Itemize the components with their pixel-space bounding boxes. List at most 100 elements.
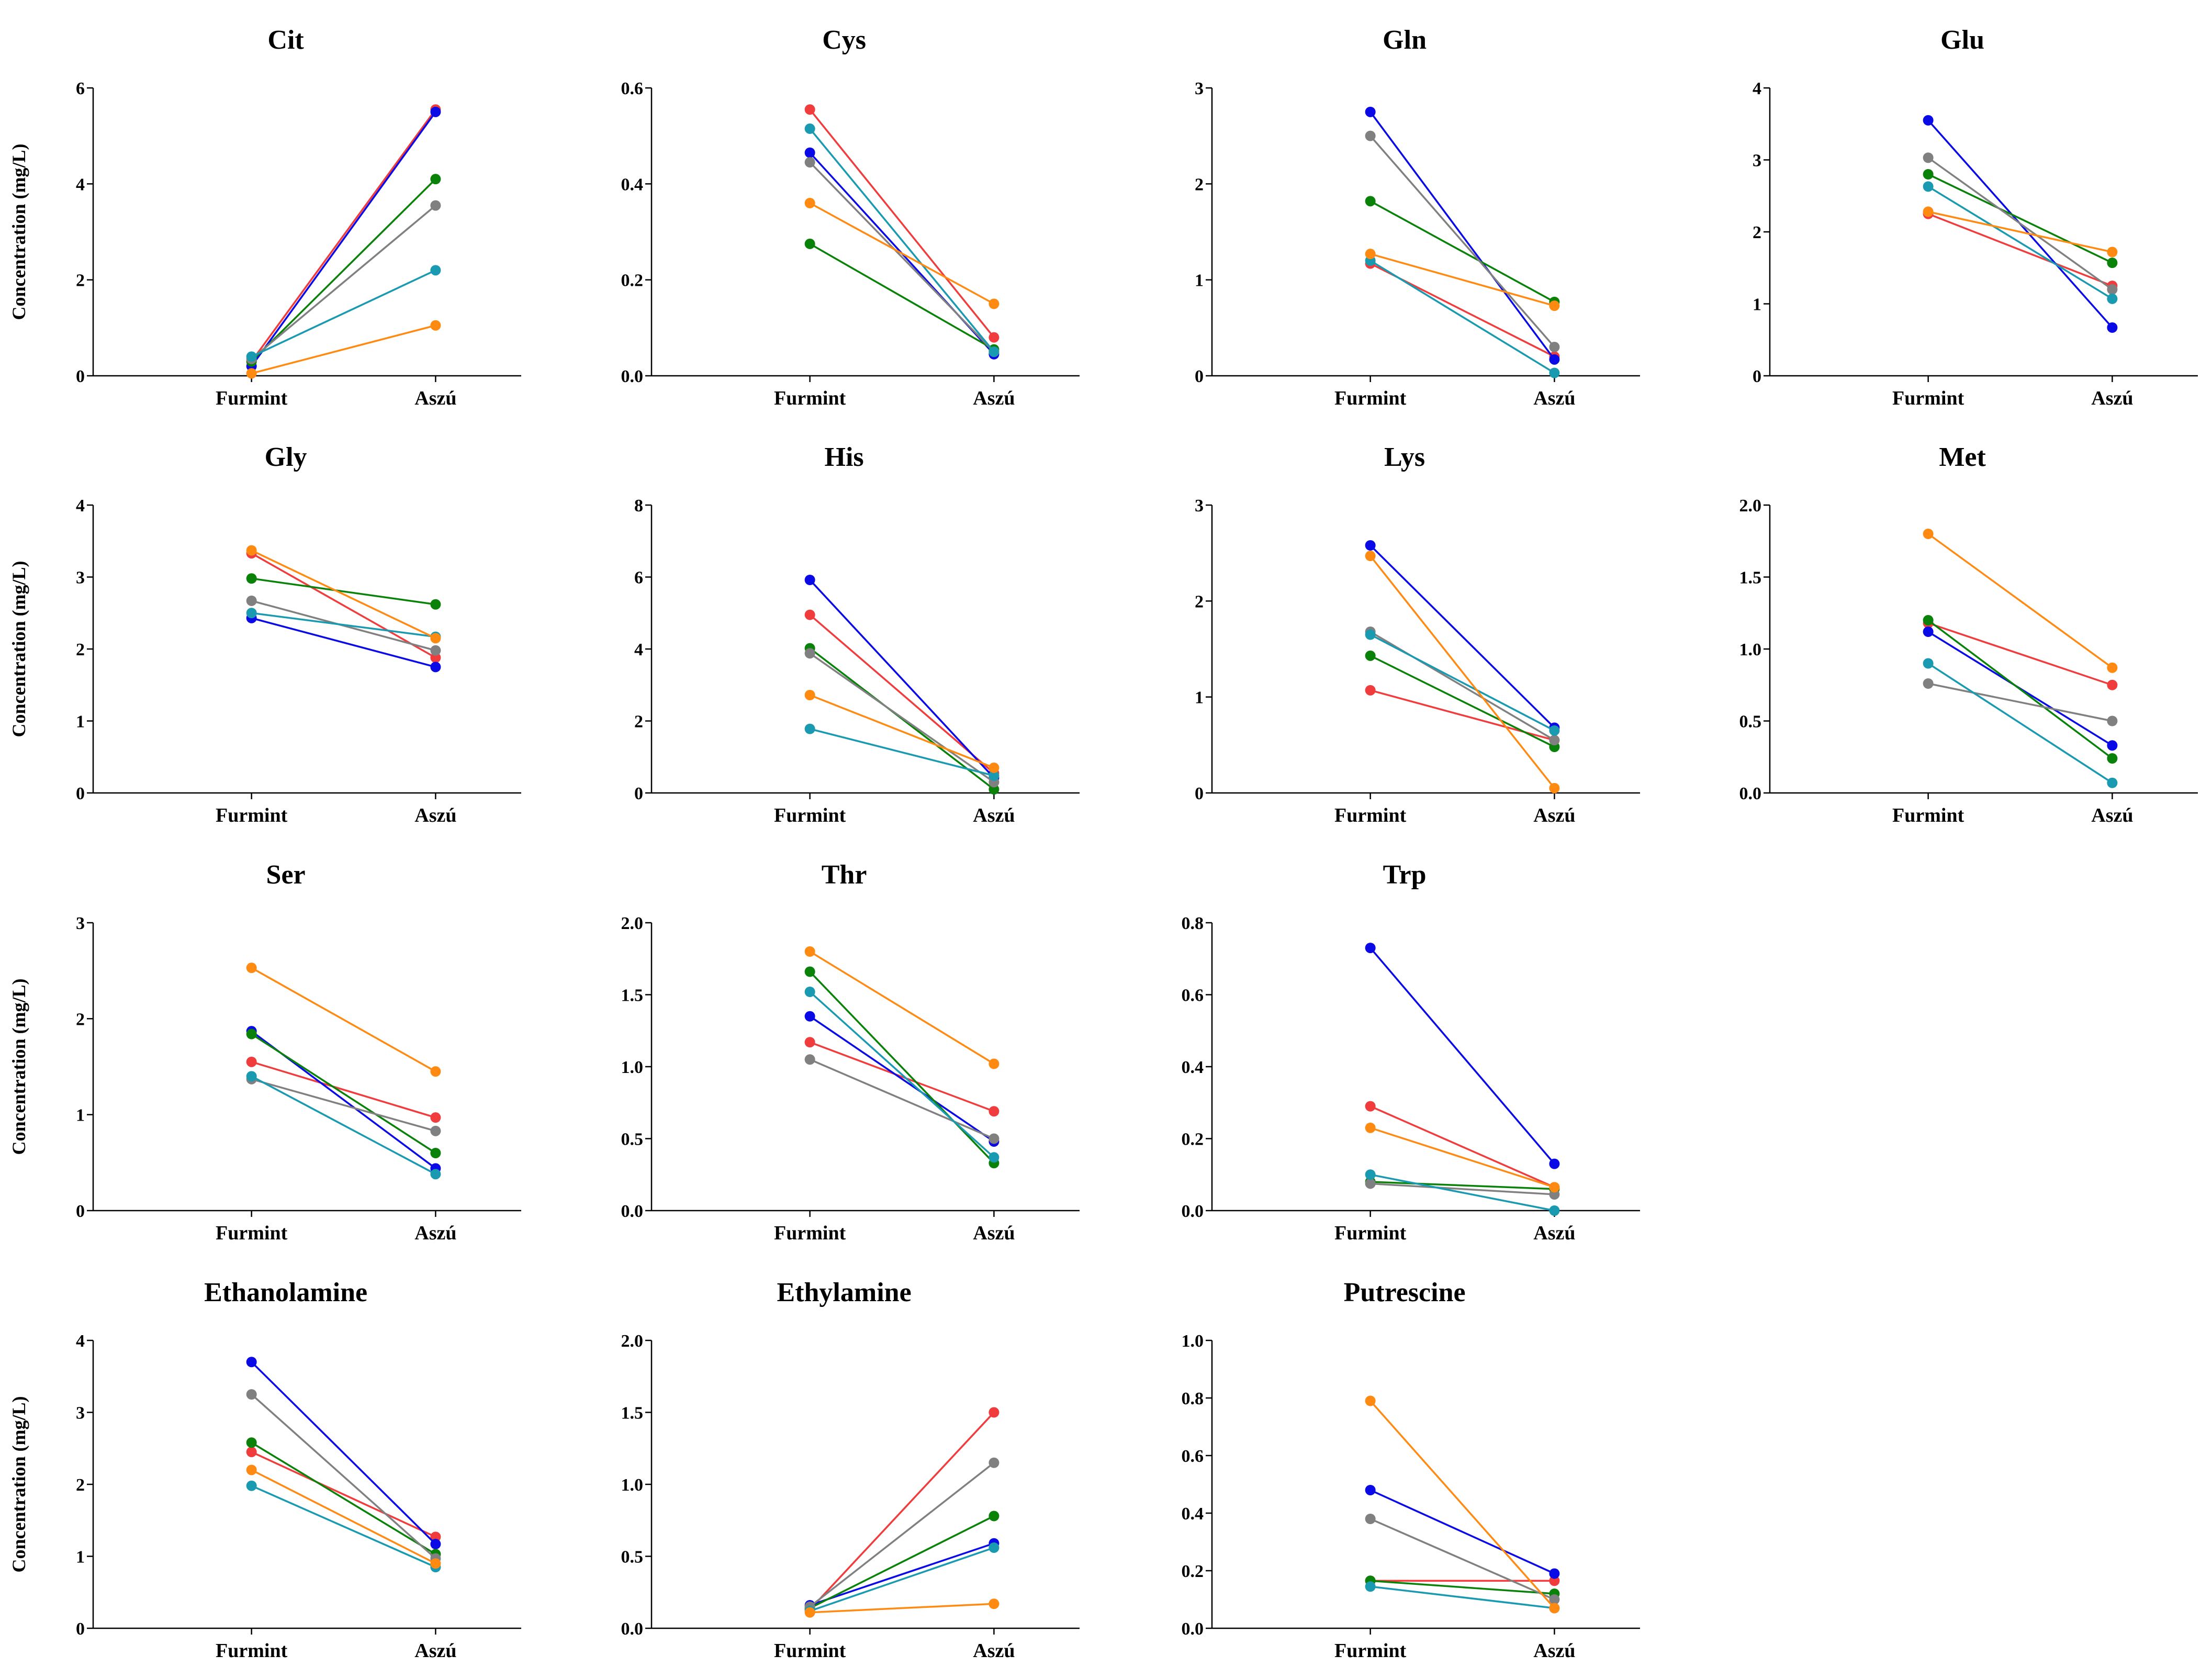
x-category-label: Furmint <box>1334 804 1407 826</box>
y-axis-label: Concentration (mg/L) <box>8 561 29 737</box>
y-tick-label: 0.0 <box>621 367 644 386</box>
series-line <box>809 1058 995 1140</box>
series-line <box>1370 1182 1555 1195</box>
data-point-furmint <box>246 351 257 362</box>
series-line <box>1369 1518 1555 1601</box>
y-tick-label: 0.5 <box>621 1548 644 1567</box>
y-tick-label: 0.4 <box>1182 1504 1204 1524</box>
series-line <box>251 617 436 668</box>
y-tick-label: 2 <box>76 640 85 659</box>
series-line <box>1369 947 1555 1165</box>
series-line <box>251 550 436 639</box>
data-point-furmint <box>804 946 815 957</box>
series-line <box>251 1075 436 1175</box>
chart-title: Cys <box>822 25 866 55</box>
series-line <box>1369 655 1555 748</box>
y-tick-label: 1 <box>76 1106 85 1125</box>
x-category-label: Furmint <box>216 1640 288 1662</box>
data-point-furmint <box>804 690 815 700</box>
series-line <box>251 1485 436 1568</box>
data-point-aszu <box>1549 1205 1560 1216</box>
data-point-furmint <box>246 1437 257 1448</box>
data-point-aszu <box>989 1542 1000 1553</box>
data-point-furmint <box>1365 249 1376 260</box>
y-tick-label: 4 <box>634 640 643 659</box>
y-tick-label: 3 <box>76 568 85 588</box>
series-line <box>809 161 995 353</box>
data-point-furmint <box>1923 658 1934 669</box>
chart-title: Lys <box>1384 442 1425 472</box>
data-point-furmint <box>804 1011 815 1022</box>
data-point-furmint <box>1923 678 1934 689</box>
series-line <box>251 1078 436 1132</box>
series-line <box>1370 1127 1555 1188</box>
chart-title: Putrescine <box>1344 1278 1466 1307</box>
x-category-label: Furmint <box>1334 1222 1407 1244</box>
x-category-label: Furmint <box>216 1222 288 1244</box>
y-tick-label: 0.6 <box>1182 1447 1204 1466</box>
y-tick-label: 1.0 <box>621 1058 644 1077</box>
series-line <box>1928 212 2113 287</box>
data-point-furmint <box>246 1447 257 1458</box>
data-point-furmint <box>804 238 815 249</box>
chart-panel: Lys 0 1 2 3 Furmint Aszú <box>1195 442 1640 826</box>
data-point-furmint <box>1365 629 1376 640</box>
data-point-aszu <box>2107 662 2118 673</box>
series-line <box>1369 555 1555 789</box>
data-point-furmint <box>804 1607 815 1618</box>
y-tick-label: 1.5 <box>621 1404 644 1423</box>
y-tick-label: 0.0 <box>1182 1202 1204 1221</box>
series-line <box>1927 156 2113 290</box>
y-tick-label: 1 <box>1195 271 1204 290</box>
data-point-furmint <box>1365 685 1376 696</box>
data-point-aszu <box>1549 1568 1560 1579</box>
chart-panel: Thr 0.0 0.5 1.0 1.5 2.0 Furmint Aszú <box>621 860 1080 1244</box>
y-tick-label: 2 <box>1195 175 1204 194</box>
chart-title: Ethanolamine <box>204 1278 367 1307</box>
data-point-furmint <box>246 1056 257 1067</box>
series-line <box>251 205 436 360</box>
chart-title: Cit <box>267 25 304 55</box>
series-line <box>809 202 995 305</box>
y-tick-label: 0.5 <box>621 1130 644 1149</box>
data-point-aszu <box>2107 715 2118 726</box>
chart-panel: Cit 0 2 4 6 Furmint Aszú Concentration (mg/L) <box>8 25 521 409</box>
series-line <box>1927 185 2113 300</box>
y-tick-label: 0.0 <box>621 1202 644 1221</box>
series-line <box>1369 135 1555 348</box>
data-point-furmint <box>804 648 815 659</box>
data-point-furmint <box>1365 1101 1376 1112</box>
data-point-furmint <box>1365 540 1376 551</box>
x-category-label: Aszú <box>1533 1222 1575 1244</box>
y-tick-label: 3 <box>1195 496 1204 516</box>
y-tick-label: 0 <box>76 784 85 803</box>
series-line <box>810 694 995 769</box>
data-point-furmint <box>1365 106 1376 117</box>
y-tick-label: 1.0 <box>1182 1332 1204 1351</box>
data-point-furmint <box>804 157 815 168</box>
series-line <box>810 1547 994 1612</box>
data-point-aszu <box>2107 258 2118 269</box>
y-tick-label: 2.0 <box>1739 496 1762 516</box>
data-point-furmint <box>804 198 815 208</box>
data-point-aszu <box>1549 735 1560 746</box>
data-point-furmint <box>804 1054 815 1065</box>
data-point-furmint <box>246 1028 257 1039</box>
y-tick-label: 0.0 <box>621 1619 644 1639</box>
y-tick-label: 3 <box>76 914 85 933</box>
y-tick-label: 8 <box>634 496 643 516</box>
data-point-aszu <box>2107 777 2118 788</box>
data-point-aszu <box>430 1125 441 1136</box>
y-tick-label: 1.0 <box>621 1475 644 1495</box>
data-point-aszu <box>989 1511 1000 1522</box>
x-category-label: Furmint <box>1892 804 1964 826</box>
y-tick-label: 0.5 <box>1739 712 1762 732</box>
x-category-label: Furmint <box>1334 1640 1407 1662</box>
series-line <box>251 967 436 1072</box>
x-category-label: Aszú <box>2091 804 2133 826</box>
data-point-aszu <box>430 320 441 331</box>
data-point-furmint <box>1923 115 1934 126</box>
data-point-aszu <box>1549 1594 1560 1605</box>
data-point-furmint <box>1365 196 1376 207</box>
series-line <box>251 1033 436 1154</box>
